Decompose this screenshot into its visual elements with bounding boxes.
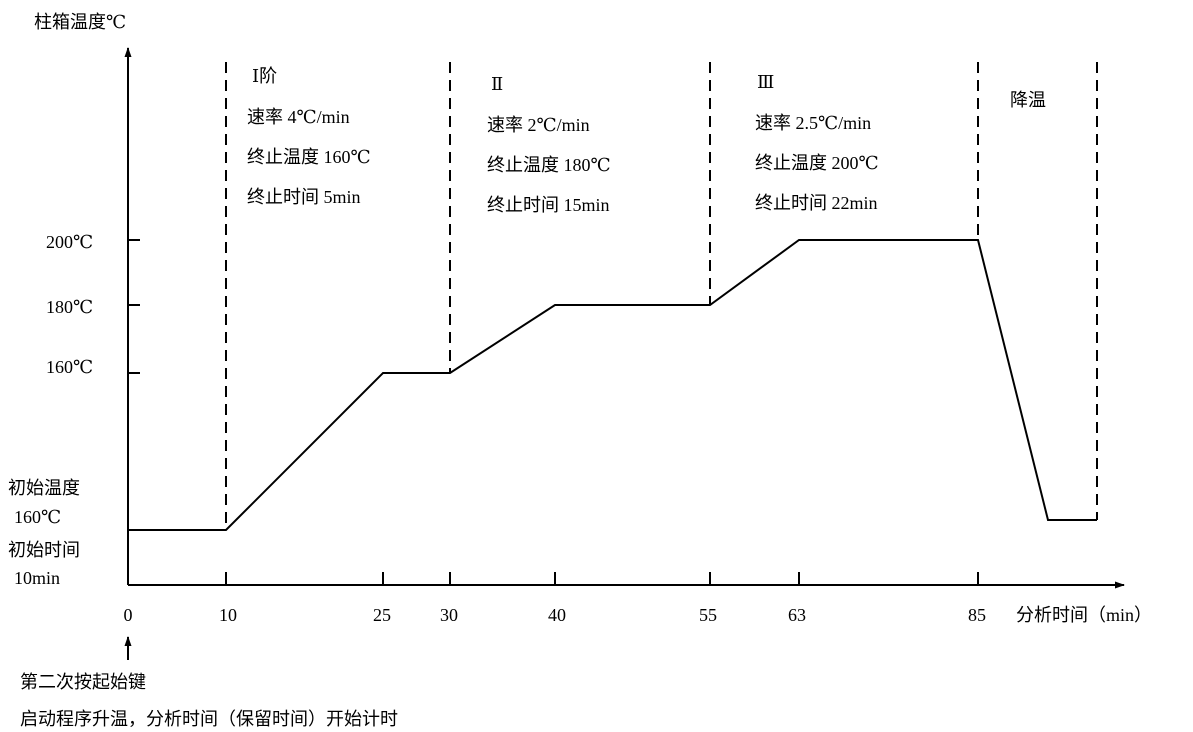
initial-temp-value: 160℃ <box>14 507 61 527</box>
x-tick-label-85: 85 <box>968 605 986 625</box>
y-tick-label-200: 200℃ <box>46 232 93 252</box>
x-tick-label-10: 10 <box>219 605 237 625</box>
x-tick-label-40: 40 <box>548 605 566 625</box>
initial-time-value: 10min <box>14 568 60 588</box>
cooling-stage-title: 降温 <box>1010 90 1046 110</box>
stage-1-end-time: 终止时间 5min <box>247 187 361 207</box>
y-tick-label-180: 180℃ <box>46 297 93 317</box>
start-note-line-2: 启动程序升温，分析时间（保留时间）开始计时 <box>20 709 398 729</box>
stage-1-rate: 速率 4℃/min <box>247 107 350 127</box>
stage-3-end-time: 终止时间 22min <box>755 193 878 213</box>
x-tick-label-30: 30 <box>440 605 458 625</box>
x-tick-label-0: 0 <box>124 605 133 625</box>
initial-temp-label: 初始温度 <box>8 478 80 498</box>
stage-2-title: Ⅱ <box>491 74 503 94</box>
start-note-line-1: 第二次按起始键 <box>20 672 146 692</box>
stage-3-end-temp: 终止温度 200℃ <box>755 153 879 173</box>
x-tick-label-25: 25 <box>373 605 391 625</box>
stage-2-rate: 速率 2℃/min <box>487 115 590 135</box>
stage-2-end-temp: 终止温度 180℃ <box>487 155 611 175</box>
y-axis-title: 柱箱温度℃ <box>34 12 126 32</box>
x-axis-title: 分析时间（min） <box>1016 605 1152 625</box>
stage-3-title: Ⅲ <box>757 72 774 92</box>
temperature-program-line <box>128 239 1097 531</box>
stage-3-rate: 速率 2.5℃/min <box>755 113 871 133</box>
y-tick-label-160: 160℃ <box>46 357 93 377</box>
x-tick-label-63: 63 <box>788 605 806 625</box>
stage-2-end-time: 终止时间 15min <box>487 195 610 215</box>
initial-time-label: 初始时间 <box>8 540 80 560</box>
x-tick-label-55: 55 <box>699 605 717 625</box>
stage-1-title: Ⅰ阶 <box>252 66 277 86</box>
stage-1-end-temp: 终止温度 160℃ <box>247 147 371 167</box>
